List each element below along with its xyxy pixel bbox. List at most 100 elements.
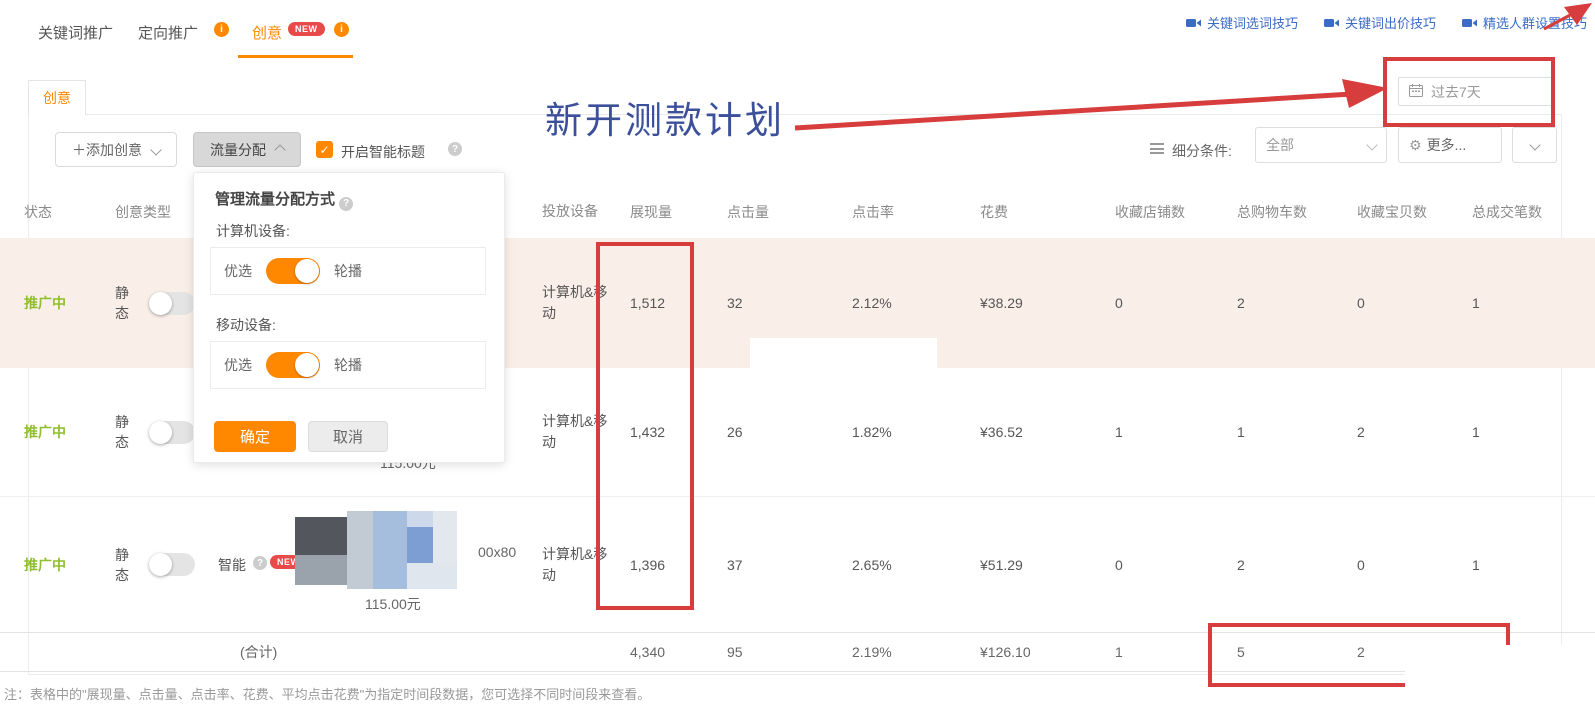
tab-keyword-promo[interactable]: 关键词推广 <box>38 25 114 42</box>
mobile-device-label: 移动设备: <box>216 317 276 333</box>
computer-allocation-toggle[interactable] <box>266 258 320 284</box>
cost-cell: ¥38.29 <box>980 295 1023 311</box>
filter-select-value: 全部 <box>1266 137 1294 153</box>
tab-creative[interactable]: 创意 <box>252 25 283 42</box>
total-fav-items: 2 <box>1357 644 1365 660</box>
total-impressions: 4,340 <box>630 644 666 660</box>
status-text: 推广中 <box>24 556 66 573</box>
traffic-allocation-popup: 管理流量分配方式 计算机设备: 优选 轮播 移动设备: 优选 轮播 确定 取消 <box>193 172 505 463</box>
popup-title: 管理流量分配方式 <box>215 188 354 211</box>
help-icon[interactable] <box>253 556 267 570</box>
header-carts: 总购物车数 <box>1237 203 1307 220</box>
video-camera-icon <box>1323 17 1340 29</box>
filter-select[interactable]: 全部 <box>1255 127 1387 163</box>
smart-label: 智能 <box>218 557 246 573</box>
video-link-label: 关键词出价技巧 <box>1344 16 1436 31</box>
device-cell: 计算机&移动 <box>542 413 608 450</box>
creative-size-text: 00x80 <box>478 544 517 560</box>
info-icon[interactable] <box>214 22 229 37</box>
more-button-label: 更多... <box>1426 137 1467 153</box>
header-creative-type: 创意类型 <box>115 203 171 220</box>
traffic-allocation-label: 流量分配 <box>210 141 266 158</box>
fav-items-cell: 2 <box>1357 424 1365 440</box>
creative-toggle[interactable] <box>149 553 195 576</box>
device-cell: 计算机&移动 <box>542 284 608 321</box>
fav-items-cell: 0 <box>1357 556 1365 573</box>
censor-box <box>750 338 937 369</box>
impressions-cell: 1,512 <box>630 295 666 311</box>
table-row: 推广中 静态 智能 NEW 00x80 115.00元 <box>0 497 1595 632</box>
chevron-down-icon <box>150 143 162 156</box>
header-fav-items: 收藏宝贝数 <box>1357 203 1427 220</box>
confirm-button[interactable]: 确定 <box>214 421 296 452</box>
cost-cell: ¥51.29 <box>980 556 1023 573</box>
more-button[interactable]: ⚙ 更多... <box>1398 127 1502 163</box>
mobile-allocation-toggle[interactable] <box>266 352 320 378</box>
carts-cell: 1 <box>1237 424 1245 440</box>
video-link[interactable]: 关键词选词技巧 <box>1185 13 1298 32</box>
cost-cell: ¥36.52 <box>980 424 1023 440</box>
device-cell: 计算机&移动 <box>542 545 608 583</box>
expand-button[interactable] <box>1512 127 1557 163</box>
creative-toggle[interactable] <box>149 291 195 315</box>
ctr-cell: 2.12% <box>852 295 892 311</box>
fav-shops-cell: 1 <box>1115 424 1123 440</box>
tab-targeting-promo[interactable]: 定向推广 <box>138 25 199 42</box>
annotation-rect-datebox <box>1383 57 1555 127</box>
total-cost: ¥126.10 <box>980 644 1031 660</box>
toggle-knob <box>149 420 172 444</box>
creative-toggle[interactable] <box>149 420 195 444</box>
traffic-allocation-button[interactable]: 流量分配 <box>193 132 301 167</box>
video-link-label: 关键词选词技巧 <box>1206 16 1298 31</box>
orders-cell: 1 <box>1472 424 1480 440</box>
censor-box <box>1405 645 1595 703</box>
add-creative-button[interactable]: ＋添加创意 <box>55 132 177 167</box>
ctr-cell: 2.65% <box>852 556 892 573</box>
date-range-value: 过去7天 <box>1431 83 1481 100</box>
cancel-button[interactable]: 取消 <box>308 421 388 452</box>
help-icon[interactable] <box>448 142 462 156</box>
carts-cell: 2 <box>1237 556 1245 573</box>
header-ctr: 点击率 <box>852 203 894 220</box>
toggle-knob <box>295 353 319 377</box>
computer-toggle-group: 优选 轮播 <box>210 247 486 295</box>
toggle-left-label: 优选 <box>224 357 252 373</box>
tabbar-line <box>28 114 1562 115</box>
header-device: 投放设备 <box>542 203 598 219</box>
creative-price: 115.00元 <box>365 596 421 612</box>
creative-type-label: 静态 <box>115 285 129 321</box>
annotation-rect-impressions <box>596 242 694 610</box>
date-range-picker[interactable]: 过去7天 <box>1398 77 1555 106</box>
toggle-left-label: 优选 <box>224 263 252 279</box>
smart-title-label: 开启智能标题 <box>341 144 425 160</box>
censored-creative-image <box>295 511 457 589</box>
filter-icon <box>1150 143 1164 154</box>
help-icon[interactable] <box>339 196 354 211</box>
video-link[interactable]: 精选人群设置技巧 <box>1461 13 1587 32</box>
impressions-cell: 1,432 <box>630 424 666 440</box>
table-header-row: 状态 创意类型 投放设备 展现量 点击量 点击率 花费 收藏店铺数 总购物车数 … <box>0 185 1595 238</box>
header-orders: 总成交笔数 <box>1472 203 1542 220</box>
add-creative-label: ＋添加创意 <box>72 141 142 158</box>
clicks-cell: 26 <box>727 424 743 440</box>
clicks-cell: 37 <box>727 556 743 573</box>
impressions-cell: 1,396 <box>630 556 666 573</box>
chevron-down-icon <box>1366 139 1378 151</box>
total-ctr: 2.19% <box>852 644 892 660</box>
creative-type-label: 静态 <box>115 546 129 583</box>
info-icon[interactable] <box>334 22 349 37</box>
panel-tab-creative[interactable]: 创意 <box>28 80 86 115</box>
chevron-up-icon <box>274 143 286 156</box>
computer-device-label: 计算机设备: <box>216 223 290 239</box>
video-link-label: 精选人群设置技巧 <box>1482 16 1587 31</box>
toggle-knob <box>149 553 172 576</box>
smart-title-checkbox[interactable] <box>316 141 333 158</box>
total-carts: 5 <box>1237 644 1245 660</box>
table-footnote: 注：表格中的"展现量、点击量、点击率、花费、平均点击花费"为指定时间段数据，您可… <box>4 687 651 702</box>
orders-cell: 1 <box>1472 556 1480 573</box>
video-link[interactable]: 关键词出价技巧 <box>1323 13 1436 32</box>
ctr-cell: 1.82% <box>852 424 892 440</box>
orders-cell: 1 <box>1472 295 1480 311</box>
fav-shops-cell: 0 <box>1115 556 1123 573</box>
